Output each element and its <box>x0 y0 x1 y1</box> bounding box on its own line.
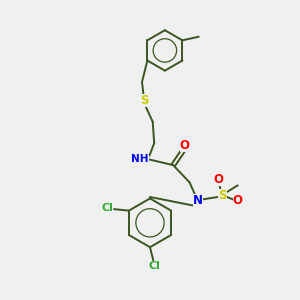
Text: N: N <box>193 194 203 207</box>
Text: Cl: Cl <box>102 203 113 213</box>
Text: Cl: Cl <box>148 261 160 271</box>
Text: O: O <box>233 194 243 207</box>
Text: S: S <box>218 189 226 202</box>
Text: S: S <box>140 94 148 107</box>
Text: O: O <box>214 172 224 186</box>
Text: O: O <box>179 139 190 152</box>
Text: NH: NH <box>131 154 149 164</box>
